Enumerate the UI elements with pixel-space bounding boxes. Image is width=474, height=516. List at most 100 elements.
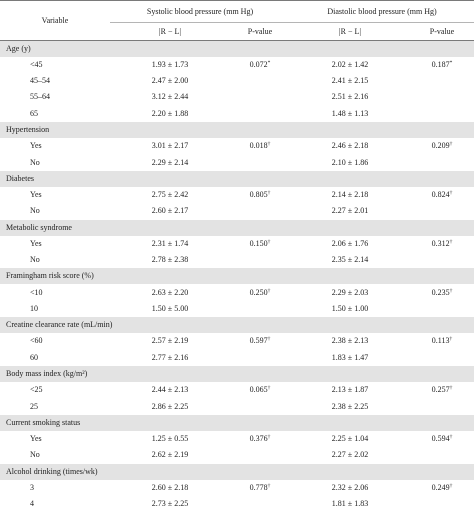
diastolic-value: 2.35 ± 2.14 [331, 255, 369, 265]
systolic-pvalue: 0.150 [249, 238, 268, 248]
diastolic-value: 2.02 ± 1.42 [331, 59, 369, 69]
systolic-value-cell: 2.73 ± 2.25 [110, 496, 230, 512]
systolic-pvalue-cell [230, 154, 290, 170]
systolic-value-cell: 2.47 ± 2.00 [110, 73, 230, 89]
diastolic-value-cell: 2.38 ± 2.13 [290, 333, 410, 349]
diastolic-pvalue-cell: 0.824† [410, 187, 474, 203]
diastolic-value: 2.51 ± 2.16 [331, 92, 369, 102]
diastolic-pvalue-cell: 0.594† [410, 431, 474, 447]
systolic-pvalue-footnote-mark: † [267, 287, 271, 294]
diastolic-value: 1.81 ± 1.83 [331, 499, 369, 509]
diastolic-value: 2.27 ± 2.02 [331, 450, 369, 460]
table-row: <25 2.44 ± 2.13 0.065† 2.13 ± 1.87 0.257† [0, 382, 474, 398]
systolic-pvalue-cell: 0.805† [230, 187, 290, 203]
table-row: Yes 3.01 ± 2.17 0.018† 2.46 ± 2.18 0.209† [0, 138, 474, 154]
systolic-pvalue-header: P-value [230, 22, 290, 41]
row-label-cell: <10 [0, 284, 110, 300]
group-title: Creatine clearance rate (mL/min) [0, 317, 474, 334]
systolic-pvalue-cell: 0.778† [230, 480, 290, 496]
row-label: No [30, 255, 40, 265]
row-label-cell: No [0, 447, 110, 463]
group-title: Current smoking status [0, 414, 474, 431]
systolic-pvalue-cell: 0.072* [230, 57, 290, 73]
table-row: 10 1.50 ± 5.00 1.50 ± 1.00 [0, 301, 474, 317]
group-title: Body mass index (kg/m²) [0, 365, 474, 382]
systolic-pvalue-cell [230, 350, 290, 366]
diastolic-pvalue-footnote-mark: † [449, 482, 453, 489]
table-row: 4 2.73 ± 2.25 1.81 ± 1.83 [0, 496, 474, 512]
diastolic-value: 2.29 ± 2.03 [331, 287, 369, 297]
diastolic-value-cell: 2.13 ± 1.87 [290, 382, 410, 398]
diastolic-value-cell: 2.29 ± 2.03 [290, 284, 410, 300]
diastolic-pvalue: 0.312 [431, 238, 450, 248]
systolic-value: 1.50 ± 5.00 [151, 303, 189, 313]
diastolic-header: Diastolic blood pressure (mm Hg) [290, 0, 474, 23]
systolic-pvalue: 0.778 [249, 482, 268, 492]
systolic-value-cell: 3.01 ± 2.17 [110, 138, 230, 154]
diastolic-value: 2.27 ± 2.01 [331, 206, 369, 216]
diastolic-value-cell: 2.35 ± 2.14 [290, 252, 410, 268]
systolic-pvalue: 0.597 [249, 336, 268, 346]
systolic-value-cell: 2.20 ± 1.88 [110, 106, 230, 122]
table-row: 60 2.77 ± 2.16 1.83 ± 1.47 [0, 350, 474, 366]
diastolic-pvalue-header: P-value [410, 22, 474, 41]
systolic-pvalue: 0.805 [249, 190, 268, 200]
diastolic-value-cell: 2.41 ± 2.15 [290, 73, 410, 89]
group-title: Diabetes [0, 170, 474, 187]
diastolic-pvalue: 0.594 [431, 433, 450, 443]
diastolic-pvalue-cell: 0.235† [410, 284, 474, 300]
diastolic-value: 1.50 ± 1.00 [331, 303, 369, 313]
diastolic-pvalue-cell: 0.209† [410, 138, 474, 154]
row-label: Yes [30, 190, 42, 200]
row-label-cell: <60 [0, 333, 110, 349]
diastolic-pvalue-footnote-mark: * [449, 59, 453, 66]
row-label: 10 [30, 303, 38, 313]
row-label-cell: Yes [0, 236, 110, 252]
row-label-cell: Yes [0, 138, 110, 154]
diastolic-value: 2.41 ± 2.15 [331, 76, 369, 86]
diastolic-pvalue: 0.824 [431, 190, 450, 200]
diastolic-value-cell: 2.38 ± 2.25 [290, 398, 410, 414]
row-label: 60 [30, 352, 38, 362]
row-label-cell: Yes [0, 187, 110, 203]
table-row: 3 2.60 ± 2.18 0.778† 2.32 ± 2.06 0.249† [0, 480, 474, 496]
diastolic-value-cell: 1.50 ± 1.00 [290, 301, 410, 317]
systolic-value: 2.75 ± 2.42 [151, 190, 189, 200]
group-row: Framingham risk score (%) [0, 268, 474, 285]
diastolic-value: 2.06 ± 1.76 [331, 238, 369, 248]
systolic-value: 3.12 ± 2.44 [151, 92, 189, 102]
systolic-pvalue-cell [230, 106, 290, 122]
systolic-value: 2.60 ± 2.17 [151, 206, 189, 216]
diastolic-value-cell: 2.27 ± 2.02 [290, 447, 410, 463]
group-row: Hypertension [0, 122, 474, 139]
row-label-cell: 10 [0, 301, 110, 317]
group-row: Diabetes [0, 170, 474, 187]
row-label: <60 [30, 336, 43, 346]
row-label: <25 [30, 385, 43, 395]
table-row: <60 2.57 ± 2.19 0.597† 2.38 ± 2.13 0.113† [0, 333, 474, 349]
diastolic-pvalue-cell [410, 73, 474, 89]
group-row: Age (y) [0, 40, 474, 57]
systolic-value: 2.62 ± 2.19 [151, 450, 189, 460]
row-label-cell: 4 [0, 496, 110, 512]
systolic-value-cell: 1.50 ± 5.00 [110, 301, 230, 317]
diastolic-value-cell: 2.32 ± 2.06 [290, 480, 410, 496]
row-label-cell: 25 [0, 398, 110, 414]
systolic-value-cell: 2.78 ± 2.38 [110, 252, 230, 268]
diastolic-value-cell: 2.46 ± 2.18 [290, 138, 410, 154]
row-label: No [30, 157, 40, 167]
group-title: Age (y) [0, 40, 474, 57]
diastolic-pvalue-cell [410, 398, 474, 414]
row-label: Yes [30, 433, 42, 443]
diastolic-value-cell: 1.83 ± 1.47 [290, 350, 410, 366]
systolic-pvalue: 0.250 [249, 287, 268, 297]
group-row: Alcohol drinking (times/wk) [0, 463, 474, 480]
systolic-pvalue: 0.376 [249, 433, 268, 443]
systolic-value-cell: 2.44 ± 2.13 [110, 382, 230, 398]
systolic-pvalue: 0.072 [249, 59, 268, 69]
systolic-pvalue-cell [230, 398, 290, 414]
systolic-value-cell: 3.12 ± 2.44 [110, 89, 230, 105]
systolic-value-cell: 2.86 ± 2.25 [110, 398, 230, 414]
systolic-value-cell: 1.25 ± 0.55 [110, 431, 230, 447]
group-title: Hypertension [0, 122, 474, 139]
